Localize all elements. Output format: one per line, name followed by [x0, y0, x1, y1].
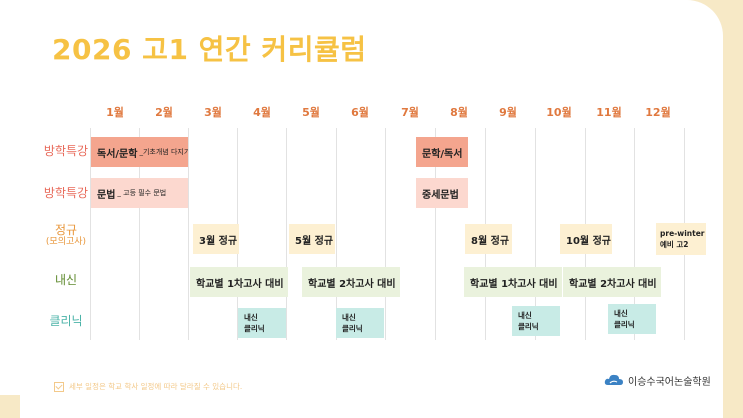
grid-line: [139, 128, 140, 340]
bar-exam2-second-label: 학교별 2차고사 대비: [569, 278, 657, 290]
grid-line: [435, 128, 436, 340]
bar-prewinter-line2: 예비 고2: [660, 240, 689, 249]
bar-middle-grammar-label: 중세문법: [422, 189, 459, 201]
bar-regular-may-label: 5월 정규: [295, 235, 334, 247]
bar-clinic-june: 내신 클리닉: [336, 308, 384, 338]
bar-clinic-september: 내신 클리닉: [512, 306, 560, 336]
month-label: 10월: [546, 106, 572, 119]
month-label: 1월: [106, 106, 124, 119]
bar-clinic-november: 내신 클리닉: [608, 304, 656, 334]
bar-exam1-first-semester: 학교별 1차고사 대비: [190, 267, 288, 297]
bar-regular-march-label: 3월 정규: [199, 235, 238, 247]
footnote: 세부 일정은 학교 학사 일정에 따라 달라질 수 있습니다.: [54, 381, 242, 392]
month-label: 8월: [450, 106, 468, 119]
month-label: 5월: [302, 106, 320, 119]
month-label: 7월: [401, 106, 419, 119]
bar-middle-grammar: 중세문법: [416, 178, 468, 208]
grid-line: [385, 128, 386, 340]
logo-text: 이승수국어논술학원: [628, 376, 711, 388]
bar-exam1-second-label: 학교별 1차고사 대비: [470, 278, 558, 290]
bar-grammar-sub: _ 고등 필수 문법: [117, 189, 167, 197]
bar-clinic-june-l1: 내신: [342, 313, 356, 322]
month-label: 11월: [596, 106, 622, 119]
month-label: 9월: [499, 106, 517, 119]
month-label: 6월: [351, 106, 369, 119]
bar-grammar: 문법 _ 고등 필수 문법: [91, 178, 188, 208]
bar-prewinter: pre-winter 예비 고2: [656, 223, 706, 255]
corner-decoration: [0, 395, 20, 418]
bar-regular-august-label: 8월 정규: [471, 235, 510, 247]
row-label-regular-sub: (모의고사): [45, 237, 87, 247]
bar-literature-reading: 문학/독서: [416, 137, 468, 167]
bar-exam1-first-label: 학교별 1차고사 대비: [196, 278, 284, 290]
footnote-text: 세부 일정은 학교 학사 일정에 따라 달라질 수 있습니다.: [69, 382, 243, 391]
row-label-special-2: 방학특강: [43, 186, 89, 200]
bar-reading-main: 독서/문학: [97, 148, 138, 160]
grid-line: [634, 128, 635, 340]
bar-literature-reading-label: 문학/독서: [422, 148, 463, 160]
bar-grammar-main: 문법: [97, 189, 116, 201]
bar-prewinter-line1: pre-winter: [660, 229, 705, 238]
curriculum-card: [0, 0, 723, 418]
bar-reading-sub: _기초개념 다지기: [139, 148, 188, 156]
grid-line: [188, 128, 189, 340]
bar-clinic-june-l2: 클리닉: [342, 324, 363, 333]
bar-exam2-first-label: 학교별 2차고사 대비: [308, 278, 396, 290]
bar-clinic-september-l1: 내신: [518, 311, 532, 320]
bar-clinic-april-l1: 내신: [244, 313, 258, 322]
bar-clinic-september-l2: 클리닉: [518, 322, 539, 331]
bar-exam2-first-semester: 학교별 2차고사 대비: [302, 267, 400, 297]
row-label-special-1: 방학특강: [43, 144, 89, 158]
row-label-regular: 정규 (모의고사): [36, 223, 96, 248]
bar-reading-literature: 독서/문학 _기초개념 다지기: [91, 137, 188, 167]
bar-clinic-november-l2: 클리닉: [614, 320, 635, 329]
grid-line: [90, 128, 91, 340]
bar-clinic-april: 내신 클리닉: [238, 308, 286, 338]
row-label-regular-main: 정규: [54, 223, 78, 237]
month-label: 2월: [155, 106, 173, 119]
month-label: 3월: [204, 106, 222, 119]
bar-clinic-november-l1: 내신: [614, 309, 628, 318]
month-label: 12월: [645, 106, 671, 119]
row-label-clinic: 클리닉: [49, 314, 83, 328]
month-label: 4월: [253, 106, 271, 119]
grid-line: [535, 128, 536, 340]
bar-regular-march: 3월 정규: [193, 224, 239, 254]
page-title: 2026 고1 연간 커리큘럼: [52, 33, 367, 66]
cloud-logo-icon: [604, 374, 623, 385]
grid-line: [336, 128, 337, 340]
bar-clinic-april-l2: 클리닉: [244, 324, 265, 333]
grid-line: [286, 128, 287, 340]
checkbox-icon: [54, 381, 64, 392]
bar-regular-august: 8월 정규: [465, 224, 512, 254]
bar-regular-may: 5월 정규: [289, 224, 335, 254]
row-label-naesin: 내신: [54, 273, 78, 287]
bar-regular-october: 10월 정규: [560, 224, 612, 254]
bar-exam2-second-semester: 학교별 2차고사 대비: [563, 267, 661, 297]
bar-exam1-second-semester: 학교별 1차고사 대비: [464, 267, 562, 297]
academy-logo: 이승수국어논술학원: [604, 372, 711, 388]
bar-regular-october-label: 10월 정규: [566, 235, 611, 247]
